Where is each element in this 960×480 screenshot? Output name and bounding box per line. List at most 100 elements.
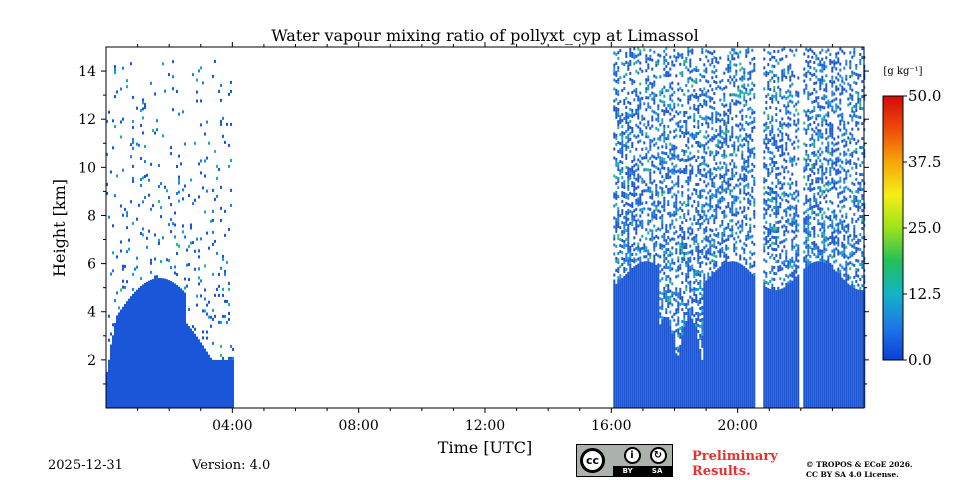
heatmap-cell xyxy=(743,98,746,102)
heatmap-cell xyxy=(613,99,616,103)
heatmap-cell xyxy=(833,98,836,102)
heatmap-cell xyxy=(813,262,816,408)
heatmap-cell xyxy=(190,223,192,227)
heatmap-cell xyxy=(657,59,660,63)
heatmap-cell xyxy=(673,105,676,109)
heatmap-cell xyxy=(687,137,690,141)
heatmap-cell xyxy=(781,240,784,244)
heatmap-cell xyxy=(785,225,788,229)
heatmap-cell xyxy=(813,73,816,76)
heatmap-cell xyxy=(695,330,698,408)
heatmap-cell xyxy=(823,250,826,254)
heatmap-cell xyxy=(703,204,706,208)
heatmap-cell xyxy=(721,241,724,244)
heatmap-cell xyxy=(695,189,698,192)
heatmap-cell xyxy=(667,203,670,207)
heatmap-cell xyxy=(647,57,650,61)
heatmap-cell xyxy=(775,59,778,63)
heatmap-cell xyxy=(763,72,766,76)
heatmap-cell xyxy=(114,71,116,75)
heatmap-cell xyxy=(188,326,190,408)
heatmap-cell xyxy=(617,186,620,190)
heatmap-cell xyxy=(625,60,628,64)
heatmap-cell xyxy=(128,238,130,242)
heatmap-cell xyxy=(110,344,112,348)
heatmap-cell xyxy=(617,66,620,70)
heatmap-cell xyxy=(789,123,792,127)
heatmap-cell xyxy=(647,84,650,88)
heatmap-cell xyxy=(677,124,680,128)
heatmap-cell xyxy=(805,266,808,408)
heatmap-cell xyxy=(839,251,842,255)
heatmap-cell xyxy=(687,89,690,93)
heatmap-cell xyxy=(815,261,818,408)
x-axis: 04:00 08:00 12:00 16:00 20:00 xyxy=(137,42,833,434)
heatmap-cell xyxy=(641,156,644,160)
heatmap-cell xyxy=(679,263,682,267)
heatmap-cell xyxy=(853,242,856,246)
heatmap-cell xyxy=(749,271,752,408)
heatmap-cell xyxy=(781,57,784,61)
heatmap-cell xyxy=(795,189,798,193)
heatmap-cell xyxy=(751,252,754,256)
heatmap-cell xyxy=(835,169,838,173)
heatmap-cell xyxy=(627,259,630,263)
heatmap-cell xyxy=(653,137,656,141)
heatmap-cell xyxy=(861,266,864,270)
heatmap-cell xyxy=(703,273,706,277)
heatmap-cell xyxy=(839,272,842,276)
heatmap-cell xyxy=(823,262,826,408)
heatmap-cell xyxy=(709,276,712,408)
heatmap-cell xyxy=(815,153,818,157)
heatmap-cell xyxy=(795,90,798,94)
heatmap-cell xyxy=(831,129,834,133)
heatmap-cell xyxy=(623,117,626,120)
heatmap-cell xyxy=(773,248,776,251)
heatmap-cell xyxy=(655,186,658,190)
heatmap-cell xyxy=(703,159,706,163)
heatmap-cell xyxy=(769,88,772,91)
heatmap-cell xyxy=(645,132,648,136)
heatmap-cell xyxy=(749,217,752,221)
heatmap-cell xyxy=(819,60,822,64)
heatmap-cell xyxy=(827,225,830,229)
heatmap-cell xyxy=(725,163,728,167)
heatmap-cell xyxy=(775,173,778,177)
heatmap-cell xyxy=(837,237,840,241)
heatmap-cell xyxy=(206,231,208,235)
heatmap-cell xyxy=(126,85,128,89)
heatmap-cell xyxy=(845,185,848,189)
heatmap-cell xyxy=(807,124,810,128)
heatmap-cell xyxy=(847,148,850,152)
heatmap-cell xyxy=(783,233,786,237)
heatmap-cell xyxy=(783,71,786,75)
heatmap-cell xyxy=(685,150,688,153)
heatmap-cell xyxy=(731,168,734,172)
heatmap-cell xyxy=(777,127,780,131)
heatmap-cell xyxy=(681,335,684,408)
heatmap-cell xyxy=(743,188,746,192)
heatmap-cell xyxy=(839,179,842,183)
heatmap-cell xyxy=(697,245,700,249)
heatmap-cell xyxy=(773,80,776,83)
heatmap-cell xyxy=(156,119,158,123)
heatmap-cell xyxy=(839,218,842,222)
heatmap-cell xyxy=(839,83,842,87)
heatmap-cell xyxy=(731,126,734,130)
heatmap-cell xyxy=(807,157,810,161)
heatmap-cell xyxy=(705,253,708,257)
heatmap-cell xyxy=(811,91,814,95)
heatmap-cell xyxy=(669,175,672,179)
heatmap-cell xyxy=(783,263,786,267)
heatmap-cell xyxy=(795,222,798,226)
heatmap-cell xyxy=(769,280,772,283)
heatmap-cell xyxy=(805,164,808,168)
heatmap-cell xyxy=(817,255,820,259)
heatmap-cell xyxy=(813,151,816,154)
heatmap-cell xyxy=(693,218,696,222)
heatmap-cell xyxy=(681,221,684,225)
heatmap-cell xyxy=(627,193,630,197)
heatmap-cell xyxy=(735,231,738,235)
heatmap-cell xyxy=(699,217,702,220)
heatmap-cell xyxy=(739,62,742,66)
